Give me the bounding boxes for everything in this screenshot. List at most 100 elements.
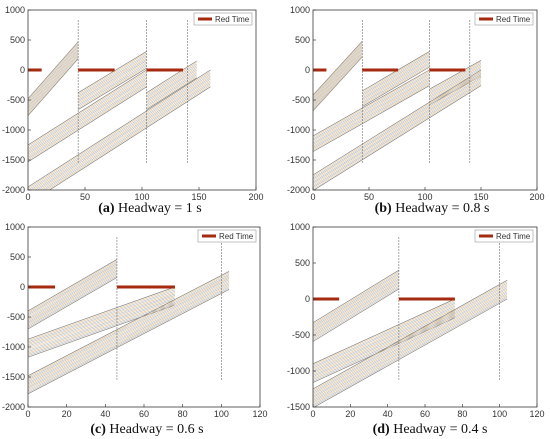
vehicle-trajectory <box>313 287 508 397</box>
vehicle-trajectory <box>313 275 400 329</box>
panel-caption: (c) Headway = 0.6 s <box>90 422 203 437</box>
vehicle-trajectory <box>28 80 147 156</box>
vehicle-trajectory <box>313 50 363 106</box>
vehicle-trajectory <box>313 83 482 190</box>
vehicle-trajectory <box>28 287 230 393</box>
vehicle-trajectory <box>313 307 455 373</box>
vehicle-trajectory <box>429 67 482 97</box>
vehicle-trajectory <box>313 79 430 147</box>
vehicle-trajectory <box>313 46 363 102</box>
vehicle-trajectory <box>28 293 176 347</box>
vehicle-trajectory <box>28 71 211 189</box>
vehicle-trajectory <box>313 49 363 104</box>
vehicle-trajectory <box>313 75 430 142</box>
vehicle-trajectory <box>28 78 147 155</box>
vehicle-trajectory <box>28 272 230 378</box>
band-edge-top <box>28 69 147 146</box>
vehicle-trajectory <box>313 304 455 370</box>
vehicle-trajectory <box>28 274 118 327</box>
legend-label: Red Time <box>496 232 531 241</box>
vehicle-trajectory <box>313 291 508 401</box>
vehicle-trajectory <box>28 43 79 101</box>
vehicle-trajectory <box>362 65 430 106</box>
vehicle-trajectory <box>313 281 508 391</box>
vehicle-trajectory <box>313 288 508 398</box>
vehicle-trajectory <box>362 55 430 96</box>
vehicle-trajectory <box>28 53 79 112</box>
legend-label: Red Time <box>215 15 250 24</box>
vehicle-trajectory <box>32 75 211 190</box>
vehicle-trajectory <box>313 297 508 407</box>
vehicle-trajectory <box>28 72 211 190</box>
vehicle-trajectory <box>313 284 400 338</box>
y-tick-label: -2000 <box>287 185 310 195</box>
vehicle-trajectory <box>313 52 363 107</box>
vehicle-trajectory <box>429 65 482 96</box>
y-tick-label: 0 <box>20 65 25 75</box>
vehicle-trajectory <box>313 82 430 150</box>
vehicle-trajectory <box>28 268 118 321</box>
vehicle-trajectory <box>28 283 230 389</box>
x-tick-label: 120 <box>252 409 267 419</box>
x-tick-label: 200 <box>248 192 263 202</box>
x-tick-label: 40 <box>100 409 110 419</box>
vehicle-trajectory <box>313 78 430 145</box>
vehicle-trajectory <box>28 71 147 147</box>
vehicle-trajectory <box>313 271 400 325</box>
legend-box <box>474 229 534 243</box>
vehicle-trajectory <box>146 68 197 101</box>
y-tick-label: 500 <box>295 258 310 268</box>
vehicle-trajectory <box>146 69 197 103</box>
band-edge-top <box>313 40 363 96</box>
y-tick-label: 1000 <box>5 5 25 15</box>
panel-caption-text: Headway = 0.6 s <box>106 422 204 437</box>
panel-caption-label: (a) <box>98 201 115 216</box>
vehicle-trajectory <box>362 62 430 103</box>
vehicle-trajectory <box>313 292 508 403</box>
vehicle-trajectory <box>362 56 430 97</box>
x-tick-label: 0 <box>310 192 315 202</box>
vehicle-trajectory <box>28 282 230 388</box>
vehicle-trajectory <box>313 75 482 181</box>
vehicle-trajectory <box>28 299 176 352</box>
x-tick-label: 60 <box>139 409 149 419</box>
vehicle-trajectory <box>28 279 230 385</box>
y-tick-label: -500 <box>7 95 25 105</box>
vehicle-trajectory <box>28 81 147 158</box>
vehicle-trajectory <box>362 58 430 99</box>
vehicle-trajectory <box>28 263 118 316</box>
trajectory-band <box>313 69 482 190</box>
band-edge-top <box>77 51 147 94</box>
band-edge-bottom <box>362 66 430 107</box>
trajectory-band <box>313 269 400 342</box>
vehicle-trajectory <box>146 71 197 104</box>
vehicle-trajectory <box>146 62 197 95</box>
vehicle-trajectory <box>28 289 176 343</box>
vehicle-trajectory <box>78 57 147 100</box>
vehicle-trajectory <box>28 75 147 152</box>
vehicle-trajectory <box>313 74 482 180</box>
trajectory-band <box>28 69 211 190</box>
vehicle-trajectory <box>313 277 400 331</box>
x-tick-label: 150 <box>473 192 488 202</box>
vehicle-trajectory <box>28 272 118 326</box>
vehicle-trajectory <box>313 45 363 100</box>
vehicle-trajectory <box>28 273 230 379</box>
vehicle-trajectory <box>313 82 482 189</box>
vehicle-trajectory <box>28 46 79 104</box>
vehicle-trajectory <box>313 79 482 186</box>
y-tick-label: -1500 <box>2 372 25 382</box>
vehicle-trajectory <box>313 278 400 332</box>
band-edge-top <box>28 271 230 377</box>
y-tick-label: -1000 <box>2 125 25 135</box>
vehicle-trajectory <box>146 66 197 100</box>
x-tick-label: 0 <box>310 409 315 419</box>
vehicle-trajectory <box>313 295 508 406</box>
y-tick-label: 1000 <box>290 222 310 232</box>
y-tick-label: 0 <box>305 65 310 75</box>
vehicle-trajectory <box>28 261 118 315</box>
legend-label: Red Time <box>219 232 254 241</box>
